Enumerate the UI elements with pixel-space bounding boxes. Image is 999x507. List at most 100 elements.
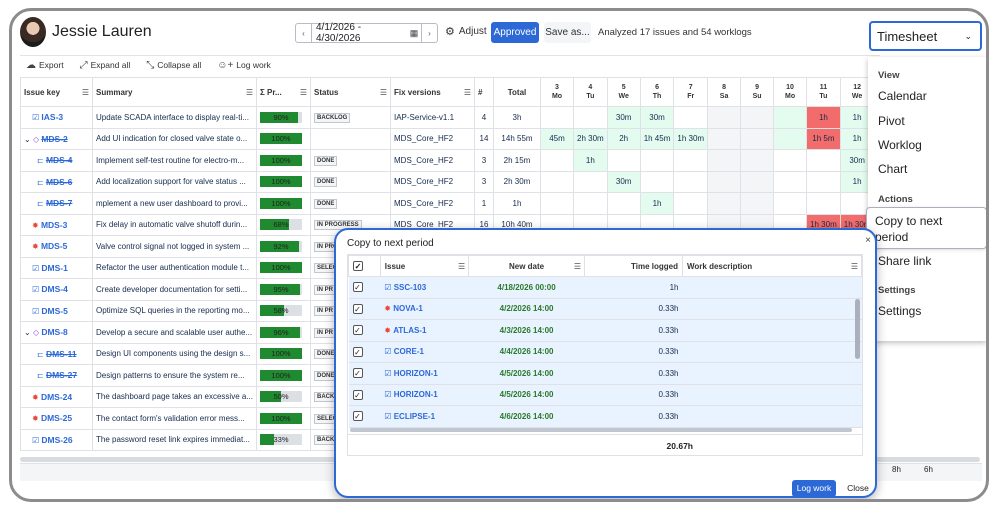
dialog-vertical-scrollbar[interactable] — [855, 299, 860, 359]
day-cell[interactable] — [806, 149, 841, 172]
day-cell[interactable] — [707, 170, 742, 193]
row-checkbox[interactable]: ✓ — [352, 282, 363, 293]
filter-icon[interactable]: ☰ — [463, 88, 471, 97]
menu-item-settings[interactable]: Settings — [878, 304, 922, 318]
export-button[interactable]: ☁ Export — [26, 60, 64, 71]
issue-key-cell[interactable]: ⊏ MDS-4 — [20, 149, 93, 172]
chevron-down-icon[interactable]: ⌄ — [24, 328, 33, 338]
new-date-cell[interactable]: 4/6/2026 14:00 — [468, 405, 585, 428]
day-cell[interactable] — [606, 192, 641, 215]
time-logged-cell[interactable]: 0.33h — [584, 319, 683, 342]
issue-key-link[interactable]: DMS-27 — [45, 370, 78, 381]
issue-key-link[interactable]: CORE-1 — [393, 347, 424, 357]
col-summary[interactable]: Summary ☰ — [92, 77, 257, 107]
row-select-cell[interactable]: ✓ — [348, 405, 381, 428]
menu-item-share-link[interactable]: Share link — [878, 254, 932, 268]
day-cell[interactable] — [806, 170, 841, 193]
summary-cell[interactable]: Add UI indication for closed valve state… — [92, 127, 257, 150]
issue-key-link[interactable]: DMS-4 — [41, 284, 68, 295]
table-row[interactable]: ✓ ☑ ECLIPSE-1 4/6/2026 14:00 0.33h — [348, 405, 862, 428]
issue-key-cell[interactable]: ⊏ MDS-7 — [20, 192, 93, 215]
day-cell[interactable] — [673, 170, 709, 193]
summary-cell[interactable]: Optimize SQL queries in the reporting mo… — [92, 299, 257, 322]
day-cell[interactable] — [606, 149, 641, 172]
day-cell[interactable] — [773, 192, 808, 215]
description-cell[interactable] — [682, 276, 862, 299]
day-cell[interactable] — [540, 149, 574, 172]
issue-key-cell[interactable]: ✸ DMS-25 — [20, 407, 93, 430]
description-cell[interactable] — [682, 319, 862, 342]
menu-item-calendar[interactable]: Calendar — [878, 89, 927, 103]
dlg-col-description[interactable]: Work description ☰ — [681, 255, 863, 277]
period-range[interactable]: 4/1/2026 - 4/30/2026 — [316, 22, 362, 44]
issue-key-cell[interactable]: ☑ DMS-4 — [20, 278, 93, 301]
issue-key-link[interactable]: SSC-103 — [393, 282, 427, 292]
row-select-cell[interactable]: ✓ — [348, 362, 381, 385]
filter-icon[interactable]: ☰ — [573, 262, 581, 271]
day-cell[interactable] — [673, 192, 709, 215]
menu-item-chart[interactable]: Chart — [878, 162, 908, 176]
table-row[interactable]: ✓ ☑ SSC-103 4/18/2026 00:00 1h — [348, 276, 862, 299]
day-cell[interactable] — [707, 127, 742, 150]
col-progress[interactable]: Σ Pr... ☰ — [256, 77, 311, 107]
new-date-cell[interactable]: 4/5/2026 14:00 — [468, 362, 585, 385]
issue-key-link[interactable]: MDS-4 — [45, 155, 73, 166]
col-fix-versions[interactable]: Fix versions ☰ — [390, 77, 475, 107]
summary-cell[interactable]: The dashboard page takes an excessive a.… — [92, 385, 257, 408]
issue-key-cell[interactable]: ☑ DMS-26 — [20, 428, 93, 451]
issue-cell[interactable]: ☑ CORE-1 — [380, 341, 469, 363]
day-cell[interactable]: 1h — [573, 149, 608, 172]
summary-cell[interactable]: Implement self-test routine for electro-… — [92, 149, 257, 172]
day-cell[interactable] — [740, 170, 775, 193]
filter-icon[interactable]: ☰ — [379, 88, 387, 97]
issue-key-link[interactable]: DMS-5 — [41, 305, 68, 316]
description-cell[interactable] — [682, 384, 862, 406]
day-cell[interactable] — [573, 170, 608, 193]
table-row[interactable]: ⌄ ◇ MDS-2 Add UI indication for closed va… — [20, 127, 875, 150]
summary-cell[interactable]: The contact form's validation error mess… — [92, 407, 257, 430]
close-button[interactable]: Close — [847, 483, 869, 493]
description-cell[interactable] — [682, 298, 862, 320]
summary-cell[interactable]: Update SCADA interface to display real-t… — [92, 106, 257, 129]
issue-key-link[interactable]: DMS-11 — [45, 348, 77, 359]
next-period-button[interactable]: › — [421, 24, 437, 42]
table-row[interactable]: ⊏ MDS-6 Add localization support for valv… — [20, 170, 875, 193]
row-select-cell[interactable]: ✓ — [348, 384, 381, 406]
table-row[interactable]: ✓ ✸ ATLAS-1 4/3/2026 14:00 0.33h — [348, 319, 862, 342]
day-cell[interactable] — [773, 127, 808, 150]
day-cell[interactable]: 1h — [806, 106, 841, 129]
filter-icon[interactable]: ☰ — [245, 88, 253, 97]
issue-key-cell[interactable]: ⌄ ◇ DMS-8 — [20, 321, 93, 344]
day-cell[interactable] — [540, 106, 574, 129]
issue-key-link[interactable]: DMS-1 — [41, 262, 68, 273]
issue-key-cell[interactable]: ⊏ DMS-27 — [20, 364, 93, 387]
day-cell[interactable] — [707, 106, 742, 129]
summary-cell[interactable]: Develop a secure and scalable user authe… — [92, 321, 257, 344]
col-issue-key[interactable]: Issue key ☰ — [20, 77, 93, 107]
filter-icon[interactable]: ☰ — [457, 262, 466, 271]
day-cell[interactable]: 1h — [639, 192, 675, 215]
issue-key-cell[interactable]: ⊏ MDS-6 — [20, 170, 93, 193]
menu-item-pivot[interactable]: Pivot — [878, 114, 905, 128]
issue-key-cell[interactable]: ☑ IAS-3 — [20, 106, 93, 129]
row-checkbox[interactable]: ✓ — [352, 346, 363, 357]
day-cell[interactable] — [707, 192, 742, 215]
select-all-checkbox[interactable]: ✓ — [353, 261, 363, 271]
summary-cell[interactable]: Design patterns to ensure the system re.… — [92, 364, 257, 387]
row-checkbox[interactable]: ✓ — [352, 368, 363, 379]
table-row[interactable]: ✓ ✸ NOVA-1 4/2/2026 14:00 0.33h — [348, 298, 862, 320]
row-checkbox[interactable]: ✓ — [352, 325, 363, 336]
time-logged-cell[interactable]: 0.33h — [584, 341, 683, 363]
day-cell[interactable] — [707, 149, 742, 172]
time-logged-cell[interactable]: 0.33h — [584, 362, 683, 385]
day-cell[interactable] — [540, 170, 574, 193]
issue-key-cell[interactable]: ✸ MDS-5 — [20, 235, 93, 258]
issue-cell[interactable]: ☑ HORIZON-1 — [380, 384, 469, 406]
row-select-cell[interactable]: ✓ — [348, 319, 381, 342]
col-status[interactable]: Status ☰ — [310, 77, 391, 107]
summary-cell[interactable]: Valve control signal not logged in syste… — [92, 235, 257, 258]
avatar[interactable] — [20, 17, 46, 47]
summary-cell[interactable]: Fix delay in automatic valve shutoff dur… — [92, 213, 257, 236]
prev-period-button[interactable]: ‹ — [296, 24, 312, 42]
new-date-cell[interactable]: 4/18/2026 00:00 — [468, 276, 585, 299]
